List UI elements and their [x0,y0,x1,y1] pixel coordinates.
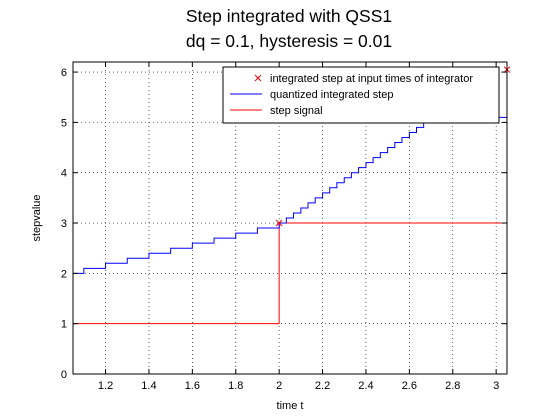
x-axis-label: time t [277,400,304,412]
legend-label: integrated step at input times of integr… [270,73,473,85]
integrated-step-marker [275,219,283,227]
x-tick-label: 2 [276,380,282,392]
x-tick-label: 1.6 [185,380,200,392]
legend-entry: step signal [230,105,323,117]
legend-entry: quantized integrated step [230,89,394,101]
legend-label: step signal [270,105,323,117]
legend-items: integrated step at input times of integr… [230,73,473,117]
legend: integrated step at input times of integr… [222,66,500,124]
x-tick-label: 2.2 [315,380,330,392]
y-tick-label: 5 [61,117,67,129]
legend-box [222,66,500,124]
y-tick-label: 2 [61,268,67,280]
x-tick-label: 2.4 [358,380,373,392]
y-tick-label: 6 [61,67,67,79]
y-tick-label: 4 [61,168,67,180]
step-signal-line [73,222,507,325]
chart-subtitle: dq = 0.1, hysteresis = 0.01 [186,31,392,51]
legend-label: quantized integrated step [270,89,394,101]
y-tick-label: 0 [61,369,67,381]
x-tick-label: 2.8 [445,380,460,392]
x-tick-label: 1.8 [228,380,243,392]
plot-frame [72,61,508,375]
legend-swatch-marker [254,74,262,82]
y-axis-label: stepvalue [31,194,43,241]
axis-ticks: 1.2 1.4 1.6 1.8 2 2.2 2.4 2.6 2.8 3 0 1 2 3 4 5 6 [61,62,507,392]
x-tick-label: 1.2 [98,380,113,392]
x-tick-label: 1.4 [141,380,156,392]
chart-title: Step integrated with QSS1 [186,6,392,26]
x-tick-label: 3 [493,380,499,392]
y-tick-label: 1 [61,319,67,331]
legend-entry: integrated step at input times of integr… [254,73,473,85]
quantized-integrated-step-line [73,116,507,274]
y-tick-label: 3 [61,218,67,230]
x-tick-label: 2.6 [402,380,417,392]
